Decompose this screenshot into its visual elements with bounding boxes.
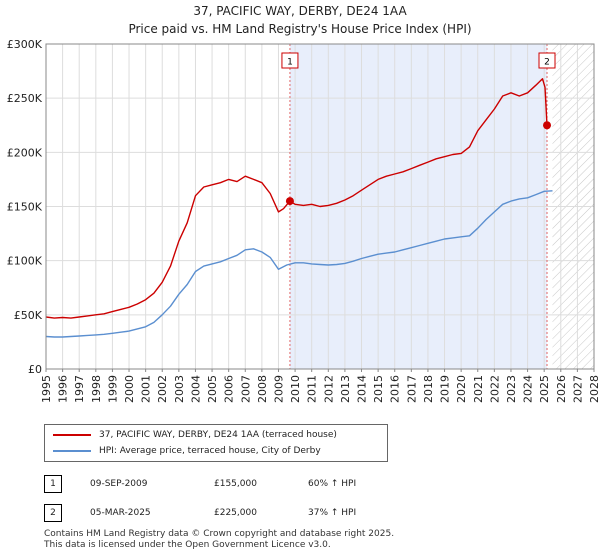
x-tick-label: 2015 [372, 375, 385, 403]
y-tick-label: £200K [7, 146, 43, 159]
y-tick-label: £0 [28, 363, 42, 376]
sale-marker-box-frame-2 [538, 52, 556, 69]
x-tick-label: 2013 [339, 375, 352, 403]
x-tick-label: 2014 [356, 375, 369, 403]
price-chart: 1 2 £0 £50K £100K £150K £200K £250K £300K 1995 19… [7, 38, 600, 403]
sale-marker-box-1: 1 [281, 52, 299, 69]
annotation-number-2: 2 [44, 504, 62, 522]
hpi-line [45, 190, 553, 338]
legend-swatch-hpi [53, 450, 91, 452]
sale-marker-label-1: 1 [287, 58, 293, 68]
x-tick-label: 2000 [123, 375, 136, 403]
y-tick-label: £50K [14, 309, 43, 322]
y-tick-label: £150K [7, 201, 43, 214]
property-price-line [45, 77, 548, 319]
chart-title: 37, PACIFIC WAY, DERBY, DE24 1AA [193, 4, 407, 18]
x-tick-label: 2001 [140, 375, 153, 403]
x-tick-label: 2004 [189, 375, 202, 403]
sale-point-1 [285, 197, 294, 206]
x-tick-label: 2027 [571, 375, 584, 403]
annotation-price-1: £155,000 [214, 479, 257, 489]
annotation-number-1: 1 [44, 475, 62, 493]
x-tick-label: 2012 [322, 375, 335, 403]
sale-marker-box-frame-1 [281, 52, 299, 69]
legend: 37, PACIFIC WAY, DERBY, DE24 1AA (terrac… [44, 424, 388, 462]
x-tick-label: 1998 [90, 375, 103, 403]
plot-frame [45, 43, 595, 370]
x-tick-label: 2016 [389, 375, 402, 403]
x-tick-label: 2011 [306, 375, 319, 403]
x-tick-label: 2018 [422, 375, 435, 403]
x-tick-label: 2010 [289, 375, 302, 403]
sale-marker-label-2: 2 [544, 58, 550, 68]
x-tick-label: 2020 [455, 375, 468, 403]
x-tick-label: 1999 [106, 375, 119, 403]
x-tick-label: 2008 [256, 375, 269, 403]
footer: Contains HM Land Registry data © Crown c… [44, 529, 394, 551]
annotation-date-2: 05-MAR-2025 [90, 508, 151, 518]
annotation-price-2: £225,000 [214, 508, 257, 518]
chart-subtitle: Price paid vs. HM Land Registry's House … [128, 22, 472, 36]
x-tick-label: 2017 [405, 375, 418, 403]
x-tick-label: 2002 [156, 375, 169, 403]
x-tick-label: 1995 [40, 375, 53, 403]
annotation-hpi-1: 60% ↑ HPI [308, 479, 357, 489]
x-tick-label: 1996 [57, 375, 70, 403]
sale-marker-box-2: 2 [538, 52, 556, 69]
y-tick-label: £250K [7, 92, 43, 105]
x-tick-label: 2024 [522, 375, 535, 403]
x-tick-label: 2007 [239, 375, 252, 403]
legend-label-hpi: HPI: Average price, terraced house, City… [99, 446, 321, 456]
y-tick-label: £300K [7, 38, 43, 51]
x-tick-label: 2006 [223, 375, 236, 403]
annotation-hpi-2: 37% ↑ HPI [308, 508, 357, 518]
legend-swatch-property [53, 434, 91, 436]
x-tick-label: 2023 [505, 375, 518, 403]
x-tick-label: 2028 [588, 375, 600, 403]
legend-label-property: 37, PACIFIC WAY, DERBY, DE24 1AA (terrac… [99, 430, 337, 440]
x-tick-label: 2019 [439, 375, 452, 403]
x-tick-label: 2005 [206, 375, 219, 403]
footer-line-1: Contains HM Land Registry data © Crown c… [44, 529, 395, 539]
x-tick-label: 1997 [73, 375, 86, 403]
footer-line-2: This data is licensed under the Open Gov… [44, 540, 331, 550]
x-tick-label: 2026 [555, 375, 568, 403]
x-tick-label: 2021 [472, 375, 485, 403]
y-tick-label: £100K [7, 255, 43, 268]
x-tick-label: 2003 [173, 375, 186, 403]
x-tick-label: 2025 [538, 375, 551, 403]
sale-point-2 [543, 121, 552, 130]
x-tick-label: 2009 [272, 375, 285, 403]
chart-title-block: 37, PACIFIC WAY, DERBY, DE24 1AA Price p… [0, 0, 600, 38]
x-tick-label: 2022 [488, 375, 501, 403]
annotation-date-1: 09-SEP-2009 [90, 479, 148, 489]
